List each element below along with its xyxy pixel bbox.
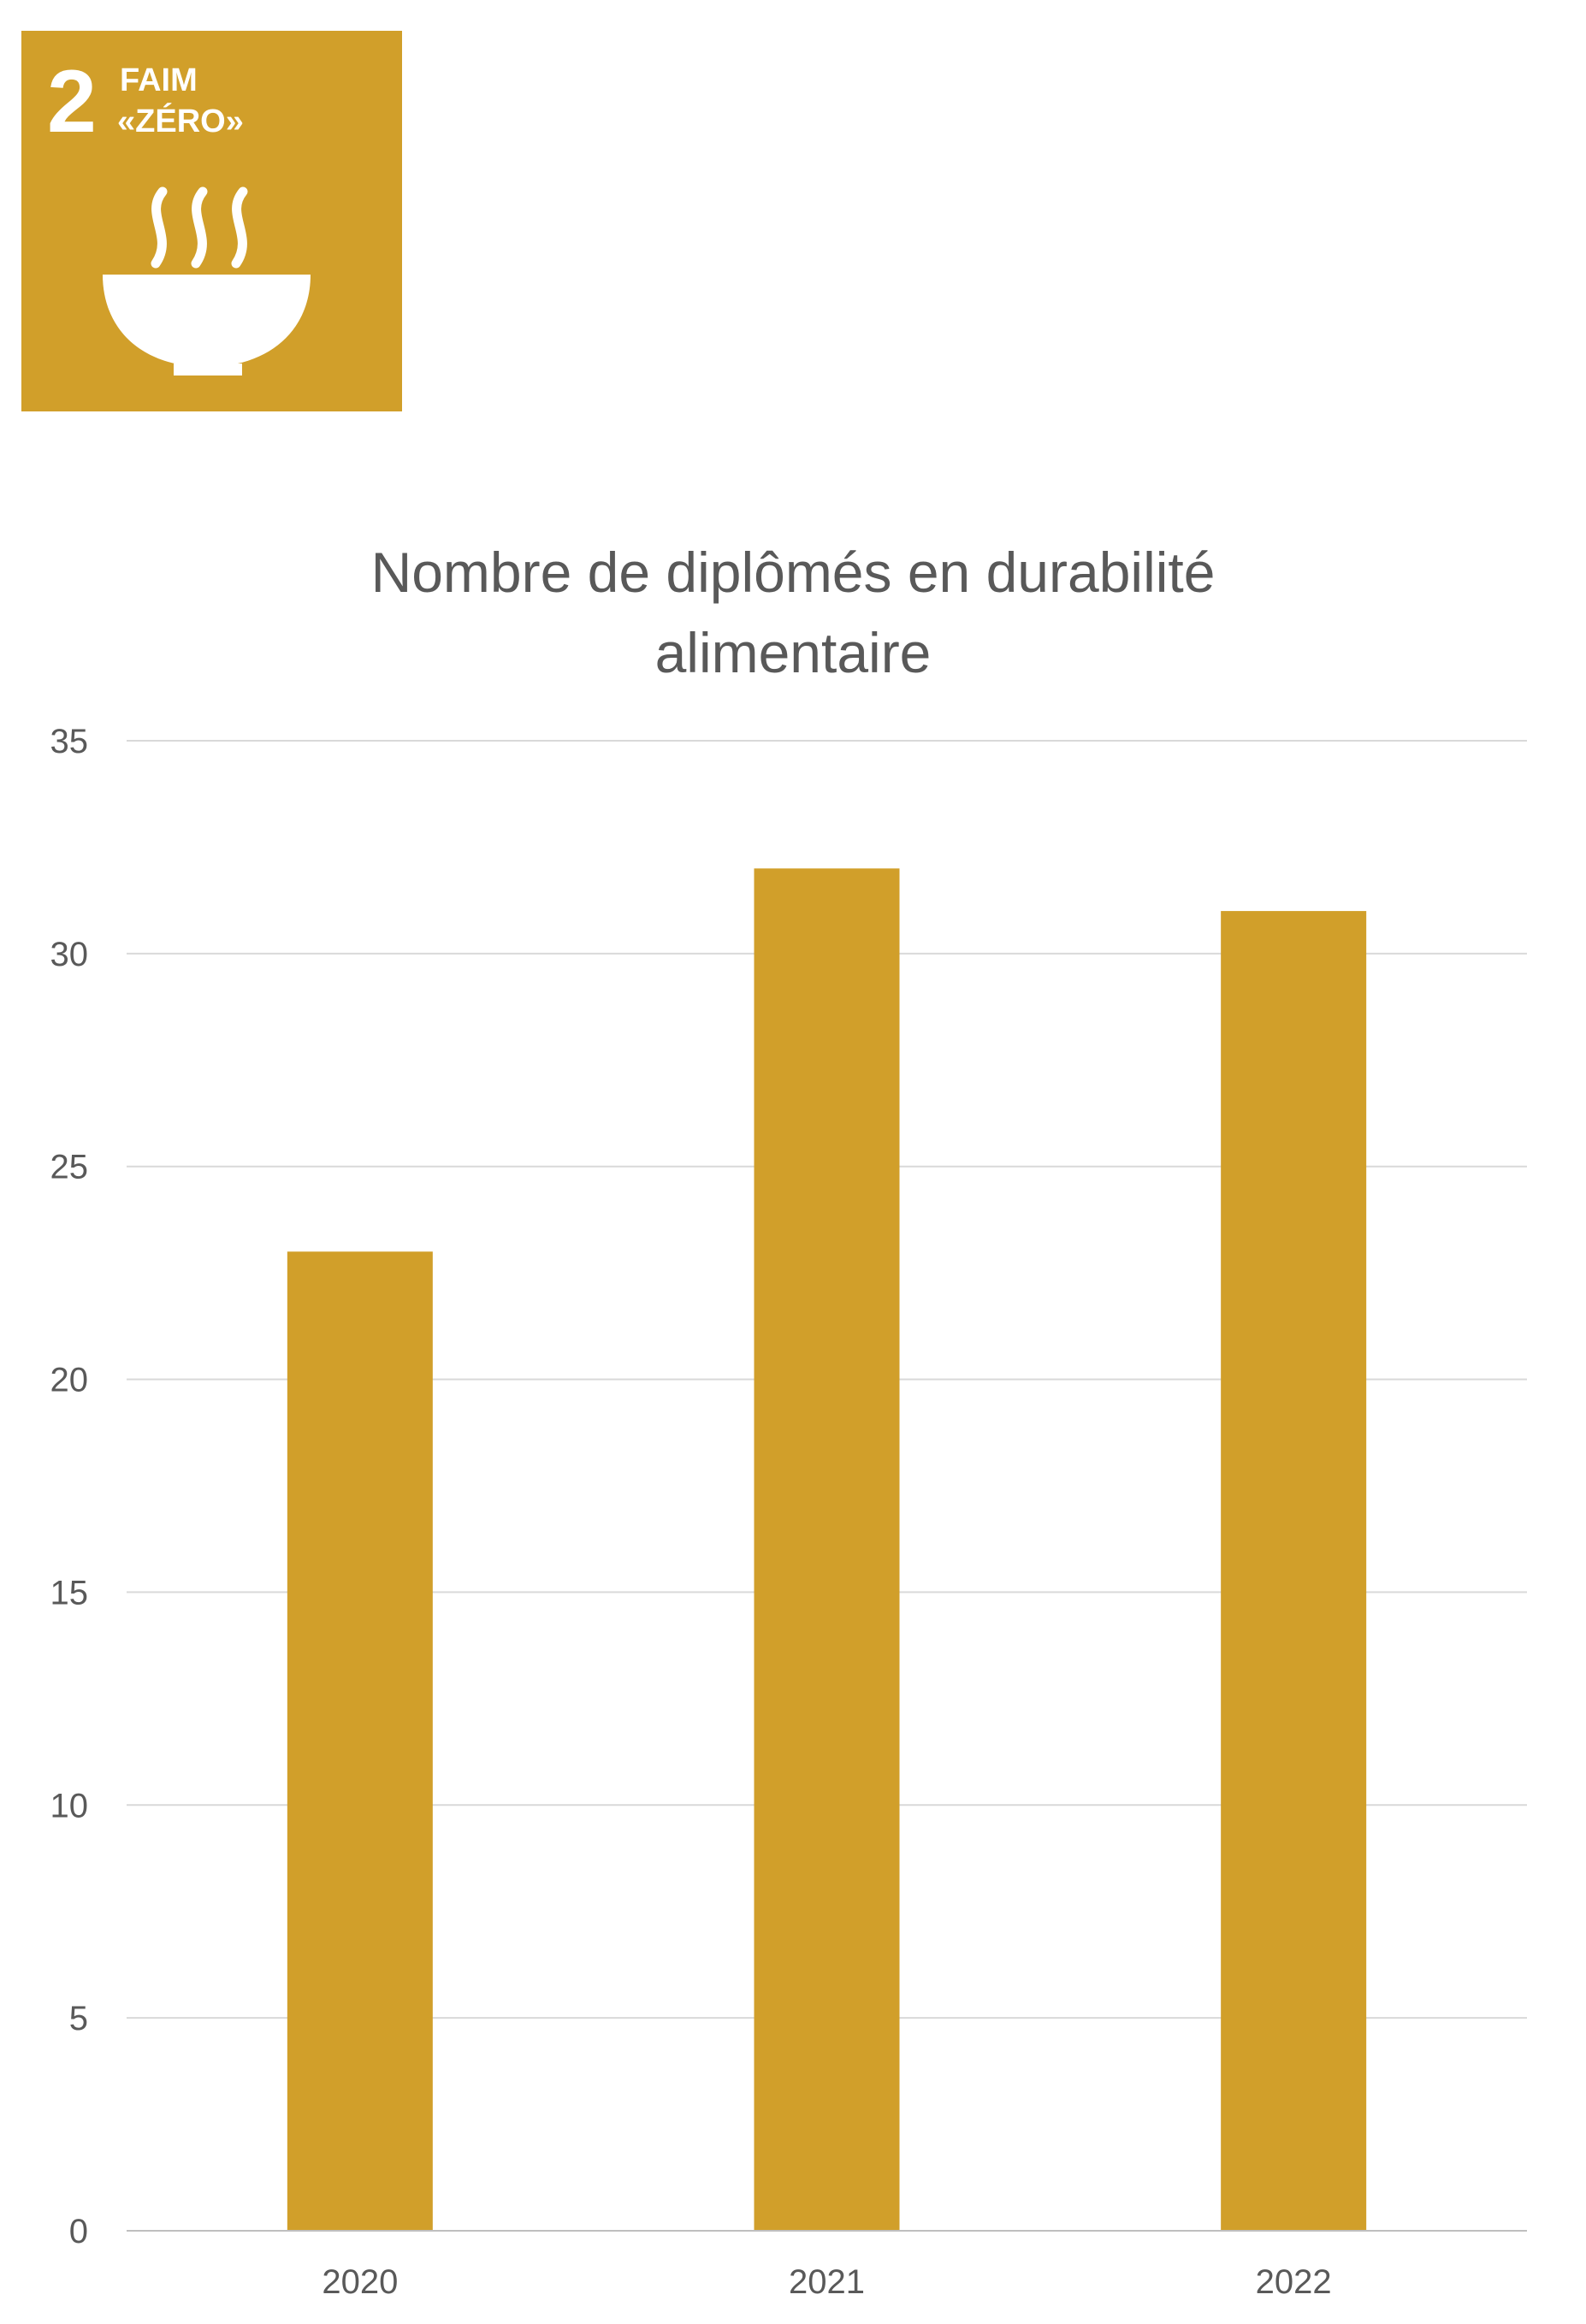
y-tick-label: 5 [69, 2000, 88, 2037]
y-tick-label: 25 [50, 1149, 89, 1186]
y-tick-label: 30 [50, 936, 89, 973]
bowl-base [174, 364, 242, 376]
x-tick-label: 2022 [1256, 2263, 1332, 2301]
y-tick-label: 35 [50, 723, 89, 760]
bowl [103, 275, 311, 367]
chart-title-line-1: Nombre de diplômés en durabilité [371, 541, 1216, 604]
y-axis-tick-labels: 0 5 10 15 20 25 30 35 [50, 723, 89, 2250]
steam-3 [231, 186, 248, 269]
x-tick-label: 2021 [789, 2263, 865, 2301]
badge-title-line1: FAIM [120, 62, 198, 98]
y-tick-label: 0 [69, 2213, 88, 2250]
sdg-2-badge: 2 FAIM «ZÉRO» [21, 31, 402, 411]
bar-2022 [1221, 911, 1367, 2231]
badge-title-line2: «ZÉRO» [117, 102, 244, 139]
chart-title-line-2: alimentaire [655, 621, 932, 684]
bars [287, 868, 1367, 2232]
bar-2020 [287, 1251, 433, 2231]
x-tick-label: 2020 [322, 2263, 398, 2301]
steaming-bowl-icon [103, 186, 311, 376]
x-axis-tick-labels: 2020 2021 2022 [322, 2263, 1331, 2301]
y-tick-label: 10 [50, 1787, 89, 1824]
y-tick-label: 15 [50, 1574, 89, 1611]
badge-number: 2 [47, 52, 97, 151]
y-tick-label: 20 [50, 1362, 89, 1399]
steam-1 [151, 186, 168, 269]
bar-2021 [754, 868, 900, 2232]
steam-2 [191, 186, 208, 269]
chart-title: Nombre de diplômés en durabilité aliment… [371, 541, 1216, 684]
